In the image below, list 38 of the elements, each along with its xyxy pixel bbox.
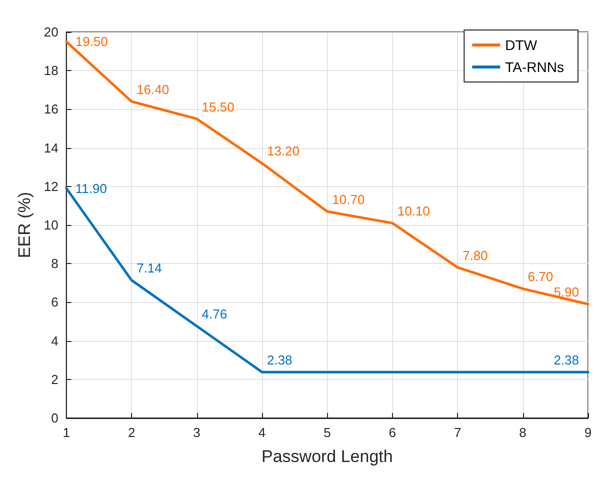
data-label: 4.76 (202, 306, 228, 322)
data-label: 13.20 (266, 144, 300, 159)
data-label: 15.50 (202, 99, 234, 114)
data-label: 7.14 (136, 260, 162, 276)
x-tick-label: 4 (258, 425, 266, 440)
x-tick-label: 1 (62, 425, 70, 440)
legend-label: TA-RNNs (505, 59, 564, 75)
x-axis-title: Password Length (261, 447, 393, 466)
x-tick-label: 8 (519, 425, 526, 440)
data-label: 2.38 (554, 352, 579, 368)
y-tick-label: 18 (44, 63, 58, 78)
data-label: 10.10 (397, 204, 430, 219)
x-tick-label: 2 (128, 425, 136, 440)
data-label: 7.80 (462, 248, 488, 263)
data-label: 10.70 (332, 192, 365, 207)
y-tick-label: 12 (44, 178, 58, 194)
y-tick-label: 8 (51, 256, 58, 272)
y-tick-label: 2 (51, 372, 58, 387)
y-tick-label: 4 (51, 333, 58, 348)
y-tick-label: 14 (44, 140, 58, 156)
y-tick-label: 6 (51, 294, 58, 310)
data-label: 6.70 (528, 269, 554, 284)
y-tick-label: 10 (44, 218, 58, 232)
legend-label: DTW (505, 37, 538, 53)
y-tick-label: 16 (44, 102, 58, 117)
data-label: 19.50 (75, 34, 108, 50)
data-label: 2.38 (266, 352, 292, 368)
x-tick-label: 6 (388, 425, 396, 440)
y-tick-label: 20 (44, 24, 58, 40)
x-tick-label: 3 (193, 425, 200, 440)
data-label: 5.90 (554, 284, 579, 300)
x-tick-label: 5 (324, 425, 331, 440)
y-axis-title: EER (%) (15, 192, 34, 258)
y-tick-label: 0 (51, 410, 58, 426)
data-label: 11.90 (75, 180, 107, 196)
x-tick-label: 9 (584, 425, 592, 440)
x-tick-label: 7 (454, 425, 462, 440)
data-label: 16.40 (136, 82, 170, 97)
